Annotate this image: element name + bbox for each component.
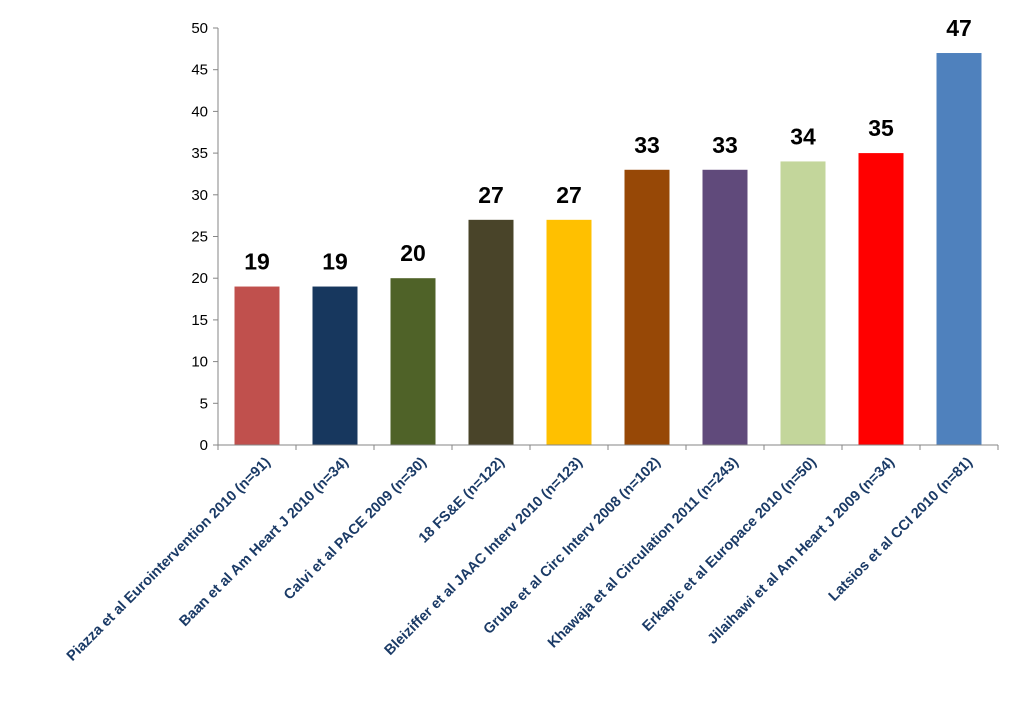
bar xyxy=(546,219,592,445)
data-label: 19 xyxy=(322,249,348,275)
category-label: Calvi et al PACE 2009 (n=30) xyxy=(281,454,430,603)
y-tick-label: 50 xyxy=(191,20,208,37)
data-label: 19 xyxy=(244,249,270,275)
y-tick-label: 25 xyxy=(191,229,208,246)
y-tick-label: 30 xyxy=(191,187,208,204)
category-label: Latsios et al CCI 2010 (n=81) xyxy=(826,454,976,604)
data-label: 33 xyxy=(712,132,738,158)
bar xyxy=(390,278,436,445)
data-label: 35 xyxy=(868,115,894,141)
data-label: 34 xyxy=(790,123,816,149)
y-tick-label: 45 xyxy=(191,62,208,79)
bar xyxy=(780,161,826,445)
y-tick-label: 15 xyxy=(191,312,208,329)
y-tick-label: 35 xyxy=(191,145,208,162)
y-tick-label: 0 xyxy=(200,437,208,454)
y-tick-label: 10 xyxy=(191,354,208,371)
category-labels: Piazza et al Eurointervention 2010 (n=91… xyxy=(64,454,976,664)
data-label: 47 xyxy=(946,15,972,41)
bar xyxy=(468,219,514,445)
bar xyxy=(312,286,358,445)
y-tick-label: 40 xyxy=(191,103,208,120)
category-label: 18 FS&E (n=122) xyxy=(416,454,508,546)
bar xyxy=(702,169,748,445)
data-label: 27 xyxy=(556,182,582,208)
y-axis: 0 5 10 15 20 25 30 35 40 45 50 xyxy=(191,20,219,454)
category-label: Erkapic et al Europace 2010 (n=50) xyxy=(640,454,820,634)
bar xyxy=(936,53,982,446)
y-tick-label: 5 xyxy=(200,395,208,412)
category-label: Grube et al Circ Interv 2008 (n=102) xyxy=(481,454,664,637)
bars xyxy=(234,53,982,446)
data-label: 20 xyxy=(400,240,426,266)
bar xyxy=(234,286,280,445)
y-tick-label: 20 xyxy=(191,270,208,287)
bar xyxy=(858,153,904,445)
data-label: 27 xyxy=(478,182,504,208)
category-label: Baan et al Am Heart J 2010 (n=34) xyxy=(176,454,351,629)
data-label: 33 xyxy=(634,132,660,158)
x-axis xyxy=(217,444,999,450)
data-labels: 19 19 20 27 27 33 33 34 35 47 xyxy=(244,15,972,275)
bar xyxy=(624,169,670,445)
